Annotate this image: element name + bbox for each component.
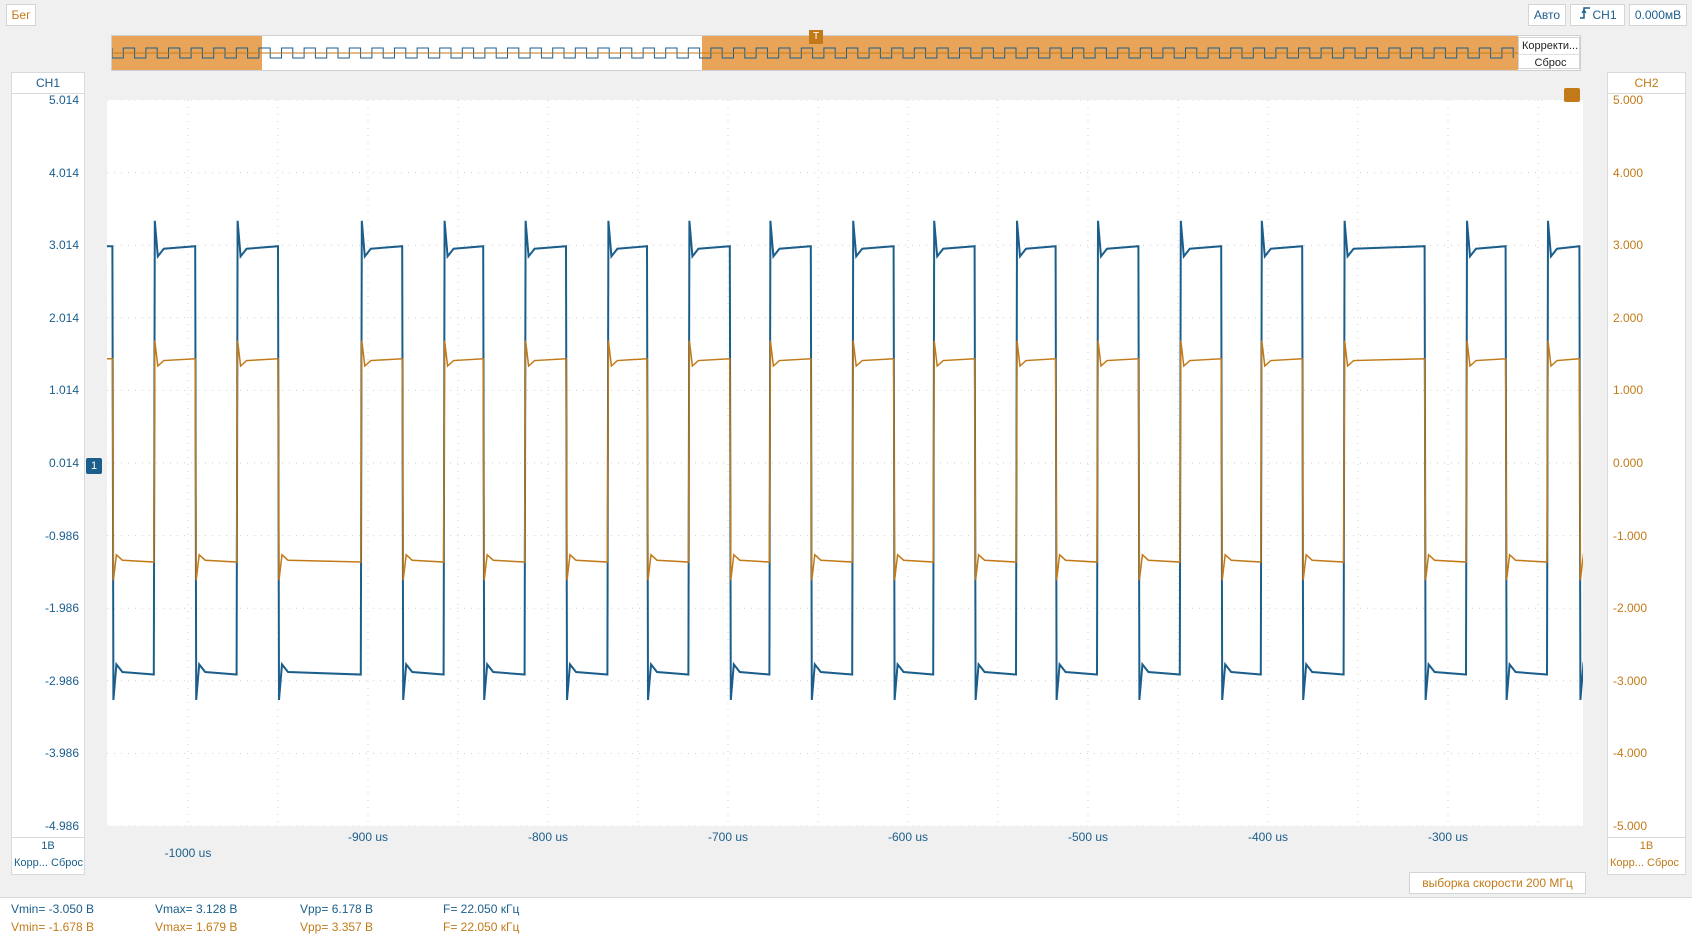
time-tick-label: -1000 us (164, 846, 212, 860)
ch2-vpp: Vpp= 3.357 В (300, 920, 374, 934)
ch2-correct-button[interactable]: Корр... (1610, 857, 1644, 869)
ch1-freq: F= 22.050 кГц (443, 902, 520, 916)
ch1-tick-label: -4.986 (44, 819, 79, 833)
ch1-correct-button[interactable]: Корр... (14, 857, 48, 869)
ch2-tick-label: 5.000 (1613, 93, 1644, 107)
ch2-panel: CH2 1В Корр... Сброс (1607, 72, 1686, 875)
overview-waveform (112, 36, 1518, 70)
ch1-vpp: Vpp= 6.178 В (300, 902, 374, 916)
time-tick-label: -600 us (887, 830, 929, 844)
ch1-tick-label: 2.014 (48, 310, 79, 325)
overview-reset-button[interactable]: Сброс (1534, 57, 1567, 69)
ch2-title[interactable]: CH2 (1608, 73, 1685, 94)
ch1-tick-label: -3.986 (44, 746, 79, 761)
overview-trigger-marker[interactable]: T (809, 30, 823, 44)
waveform-plot[interactable] (107, 100, 1583, 826)
ch2-tick-label: -2.000 (1613, 601, 1648, 616)
waveform-canvas (107, 100, 1583, 826)
ch1-actions: Корр... Сброс (12, 855, 84, 872)
ch1-vmin: Vmin= -3.050 В (11, 902, 95, 916)
measurements-panel: Vmin= -3.050 В Vmax= 3.128 В Vpp= 6.178 … (0, 897, 1692, 940)
ch1-tick-label: -0.986 (44, 528, 79, 543)
overview-actions: Корректи... Сброс (1518, 37, 1580, 69)
ch1-tick-label: 1.014 (48, 383, 79, 398)
ch2-scale[interactable]: 1В (1608, 837, 1685, 855)
ch2-trigger-marker[interactable] (1564, 88, 1580, 102)
time-tick-label: -500 us (1067, 830, 1109, 844)
time-tick-label: -300 us (1427, 830, 1469, 844)
ch1-panel: CH1 1В Корр... Сброс (11, 72, 85, 875)
ch2-tick-label: 1.000 (1613, 383, 1644, 398)
ch1-vmax: Vmax= 3.128 В (155, 902, 238, 916)
ch2-vmin: Vmin= -1.678 В (11, 920, 95, 934)
trigger-source-button[interactable]: CH1 (1570, 4, 1625, 26)
ch1-tick-label: 4.014 (48, 165, 79, 180)
ch1-tick-label: 3.014 (48, 238, 79, 253)
ch2-y-axis: 5.000 4.000 3.000 2.000 1.000 0.000 -1.000 -2.0… (1609, 93, 1681, 833)
ch2-freq: F= 22.050 кГц (443, 920, 520, 934)
waveform-overview[interactable] (111, 35, 1581, 71)
time-tick-label: -900 us (347, 830, 389, 844)
ch2-actions: Корр... Сброс (1608, 855, 1685, 872)
ch1-scale[interactable]: 1В (12, 837, 84, 855)
ch2-tick-label: 0.000 (1613, 456, 1644, 470)
trigger-level-button[interactable]: 0.000мВ (1629, 4, 1687, 26)
overview-correct-button[interactable]: Корректи... (1519, 38, 1579, 55)
ch2-vmax: Vmax= 1.679 В (155, 920, 238, 934)
trigger-mode-button[interactable]: Авто (1528, 4, 1566, 26)
ch2-trace (107, 340, 1583, 581)
ch2-tick-label: 2.000 (1613, 310, 1644, 325)
run-button[interactable]: Бег (6, 4, 36, 26)
time-tick-label: -400 us (1247, 830, 1289, 844)
time-axis: -1000 us -900 us -800 us -700 us -600 us -500… (107, 826, 1583, 866)
ch2-tick-label: 4.000 (1613, 165, 1644, 180)
ch1-trace (107, 220, 1583, 701)
ch1-tick-label: 5.014 (48, 93, 79, 107)
ch1-tick-label: 0.014 (48, 456, 79, 470)
ch1-y-axis: 5.014 4.014 3.014 2.014 1.014 0.014 -0.986 -1.9… (11, 93, 83, 833)
sample-rate-label: выборка скорости 200 МГц (1409, 872, 1586, 894)
ch1-offset-marker[interactable]: 1 (86, 458, 102, 474)
rising-edge-icon (1578, 5, 1592, 25)
ch1-title[interactable]: CH1 (12, 73, 84, 94)
ch2-tick-label: -1.000 (1613, 528, 1648, 543)
time-tick-label: -800 us (527, 830, 569, 844)
ch2-reset-button[interactable]: Сброс (1647, 857, 1679, 869)
ch1-tick-label: -1.986 (44, 601, 79, 616)
time-tick-label: -700 us (707, 830, 749, 844)
ch2-tick-label: -5.000 (1613, 819, 1648, 833)
ch1-tick-label: -2.986 (44, 673, 79, 688)
ch2-tick-label: -4.000 (1613, 746, 1648, 761)
ch2-tick-label: 3.000 (1613, 238, 1644, 253)
trigger-channel: CH1 (1592, 8, 1617, 22)
ch1-reset-button[interactable]: Сброс (51, 857, 83, 869)
ch2-tick-label: -3.000 (1613, 673, 1648, 688)
